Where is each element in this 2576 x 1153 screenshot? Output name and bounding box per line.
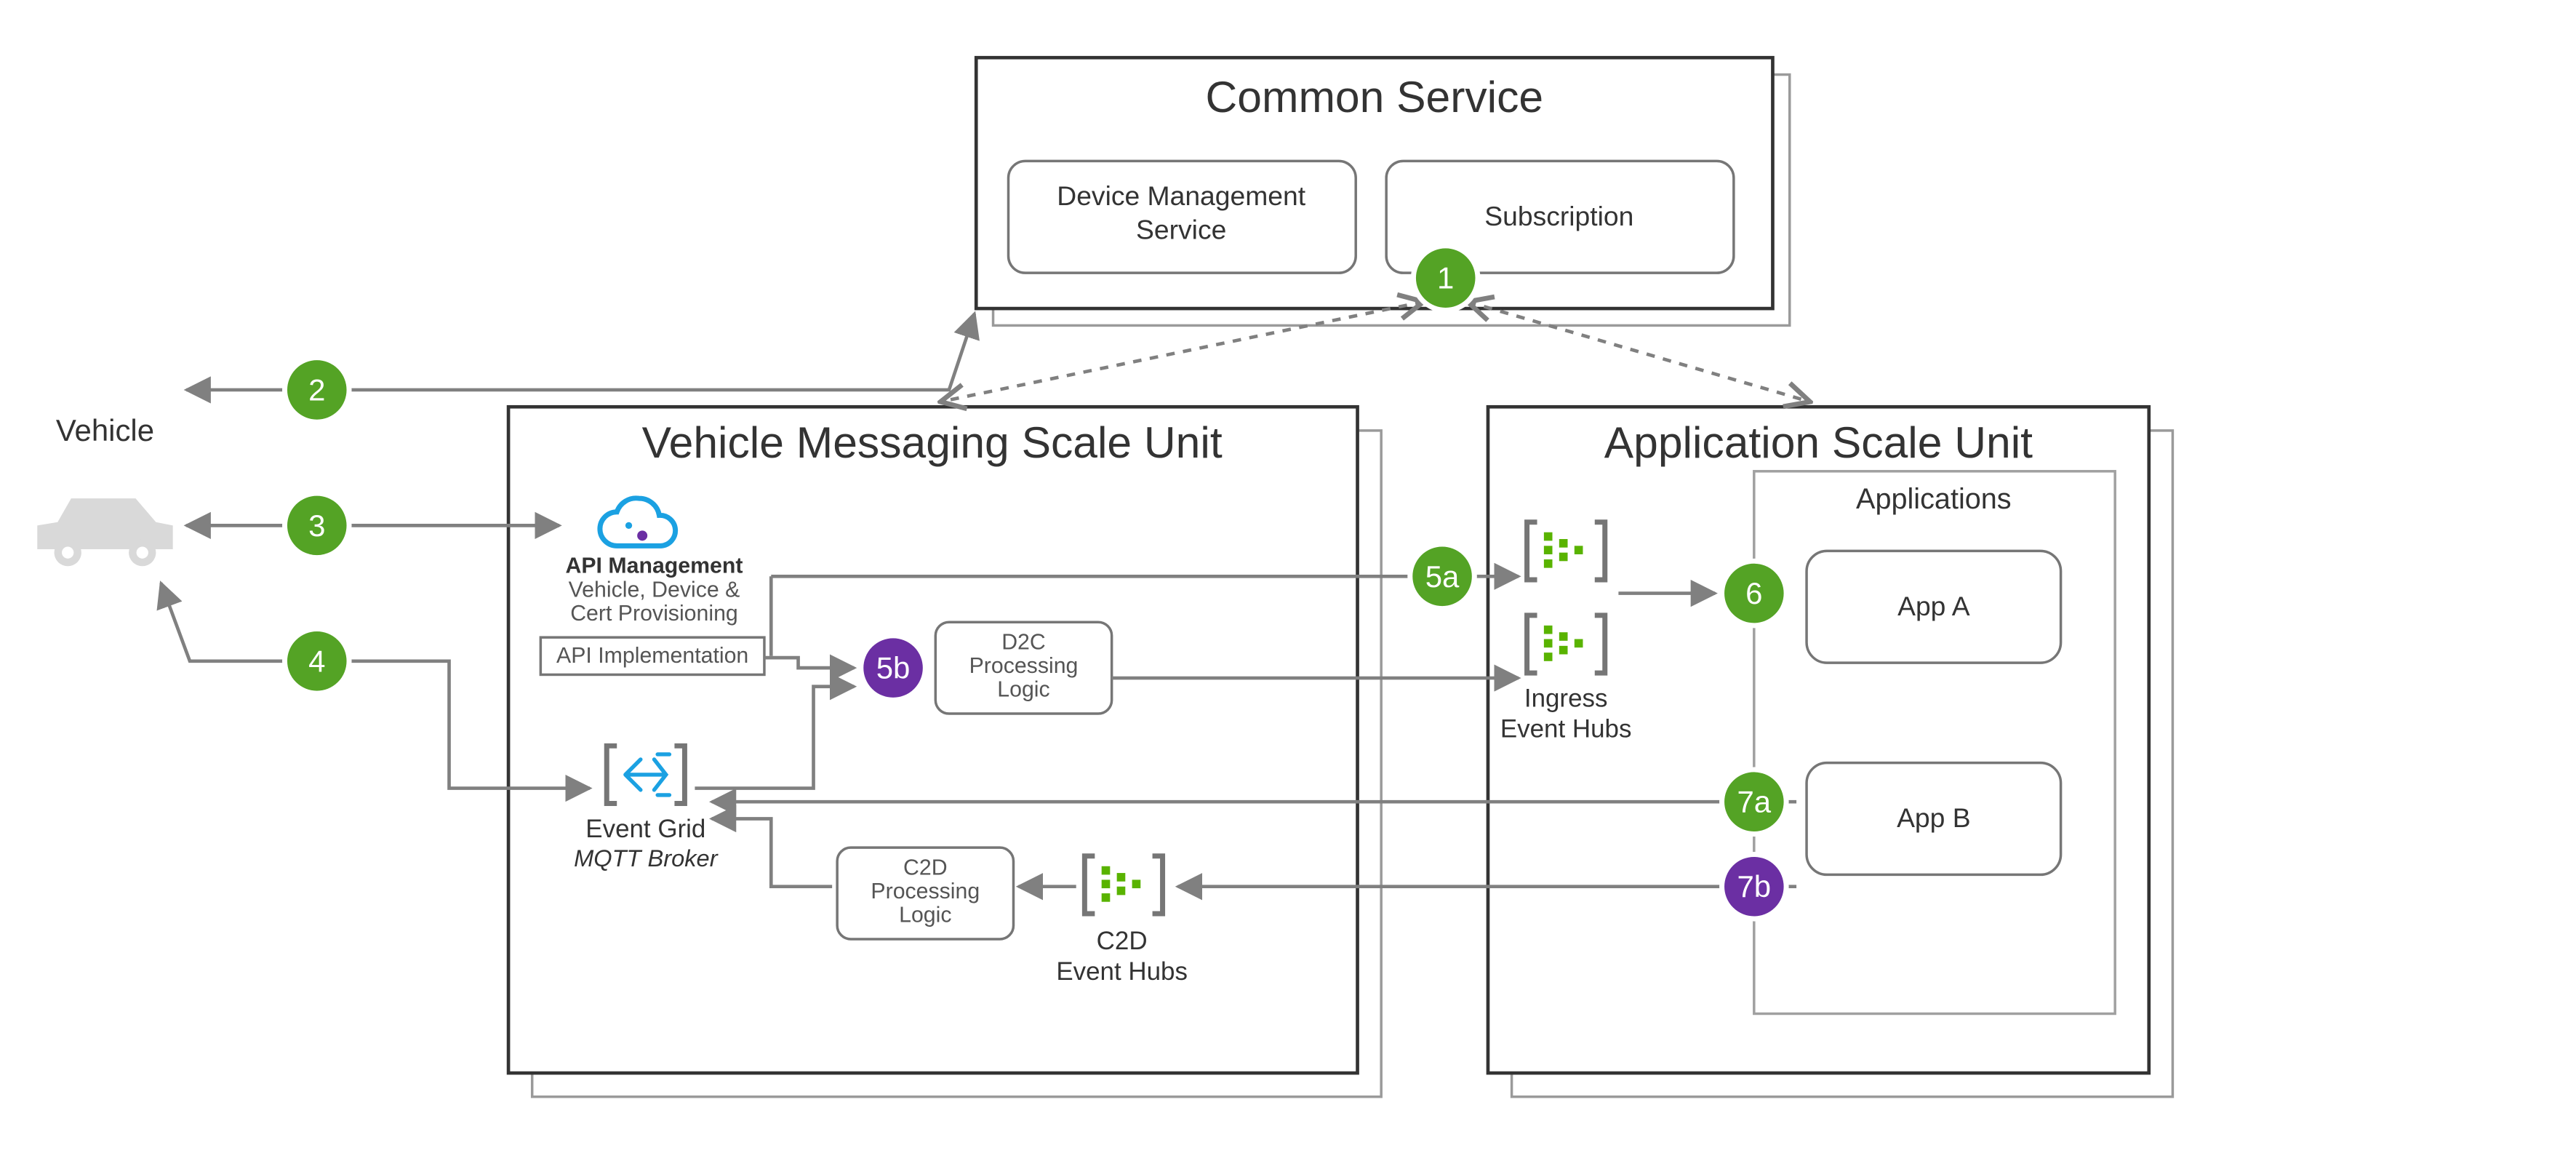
c2d-ehub-label-1: C2D <box>1097 927 1148 955</box>
badge-2: 2 <box>284 358 349 423</box>
api-mgmt-label-2: Vehicle, Device & <box>569 578 740 602</box>
device-mgmt-label-1: Device Management <box>1057 180 1305 211</box>
common-service-title: Common Service <box>1206 72 1544 121</box>
ingress-ehub-label-2: Event Hubs <box>1500 715 1632 743</box>
svg-text:5a: 5a <box>1425 559 1460 594</box>
svg-text:3: 3 <box>308 508 325 543</box>
svg-text:2: 2 <box>308 372 325 407</box>
vehicle-unit-title: Vehicle Messaging Scale Unit <box>642 418 1223 467</box>
app-a-label: App A <box>1897 591 1970 621</box>
applications-title: Applications <box>1856 483 2012 515</box>
device-mgmt-label-2: Service <box>1136 215 1226 245</box>
badge-1: 1 <box>1413 246 1478 311</box>
d2c-label-3: Logic <box>997 678 1049 702</box>
svg-text:7a: 7a <box>1737 785 1771 819</box>
c2d-logic-label-1: C2D <box>903 855 948 879</box>
common-service-container: Common Service Device Management Service… <box>976 57 1790 325</box>
event-grid-label-2: MQTT Broker <box>574 845 719 871</box>
badge-7b: 7b <box>1722 854 1787 919</box>
svg-text:1: 1 <box>1437 261 1454 295</box>
c2d-ehub-label-2: Event Hubs <box>1056 957 1188 986</box>
vehicle-label: Vehicle <box>56 413 154 447</box>
vehicle-messaging-unit: Vehicle Messaging Scale Unit API Managem… <box>508 407 1381 1096</box>
badge-7a: 7a <box>1722 770 1787 834</box>
architecture-diagram: Common Service Device Management Service… <box>0 0 2576 1153</box>
app-b-label: App B <box>1897 802 1971 833</box>
badge-6: 6 <box>1722 561 1787 626</box>
api-mgmt-label-1: API Management <box>565 554 743 578</box>
d2c-label-2: Processing <box>969 654 1079 678</box>
event-grid-label-1: Event Grid <box>585 815 705 843</box>
car-icon <box>37 498 172 566</box>
app-unit-title: Application Scale Unit <box>1604 418 2033 467</box>
d2c-label-1: D2C <box>1001 630 1046 654</box>
ingress-ehub-label-1: Ingress <box>1524 685 1608 713</box>
api-impl-label: API Implementation <box>556 644 748 668</box>
badge-5a: 5a <box>1410 544 1475 609</box>
api-mgmt-label-3: Cert Provisioning <box>570 602 738 626</box>
badge-4: 4 <box>284 629 349 694</box>
badge-3: 3 <box>284 493 349 558</box>
subscription-label: Subscription <box>1484 201 1633 231</box>
c2d-logic-label-3: Logic <box>899 903 951 927</box>
badge-5b: 5b <box>861 636 926 701</box>
svg-text:4: 4 <box>308 644 325 678</box>
svg-text:5b: 5b <box>876 651 911 685</box>
application-scale-unit: Application Scale Unit Ingress Event Hub… <box>1488 407 2172 1096</box>
svg-text:6: 6 <box>1745 576 1762 610</box>
svg-text:7b: 7b <box>1737 869 1771 903</box>
c2d-logic-label-2: Processing <box>871 879 980 903</box>
